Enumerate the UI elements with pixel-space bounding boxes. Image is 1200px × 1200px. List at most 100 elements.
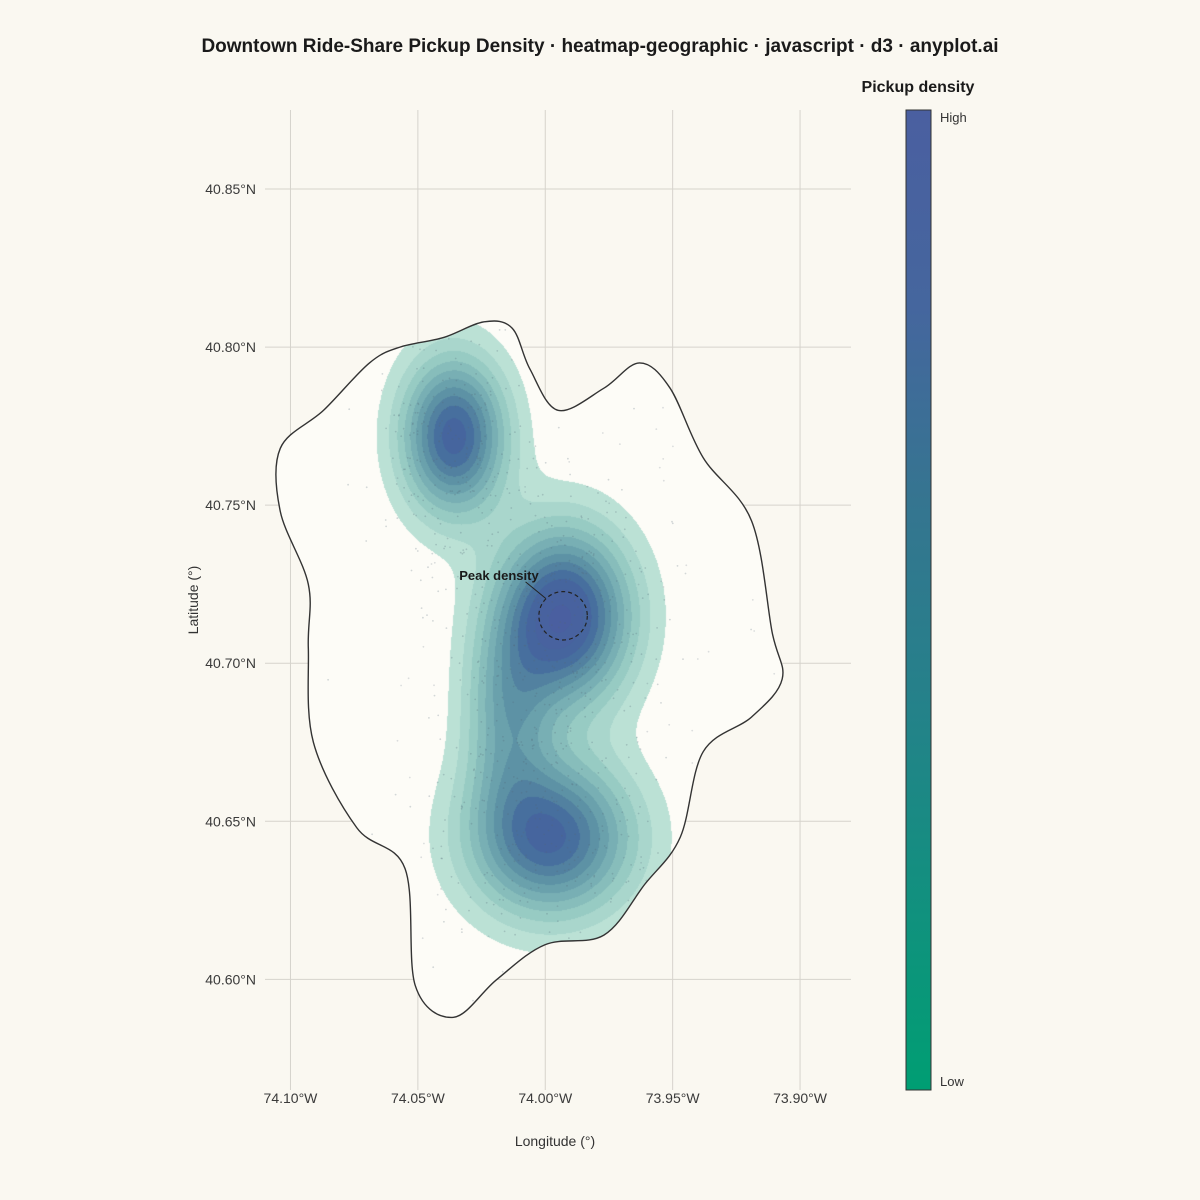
pickup-point [528,441,531,443]
pickup-point [620,641,623,644]
pickup-point [751,599,754,601]
pickup-point [478,343,481,346]
pickup-point [432,395,435,398]
pickup-point [421,380,424,383]
pickup-point [454,405,457,408]
pickup-point [365,540,368,542]
pickup-point [455,1019,457,1021]
pickup-point [593,533,596,536]
pickup-point [523,675,526,678]
pickup-point [628,794,631,797]
pickup-point [516,564,519,567]
pickup-point [594,848,597,851]
pickup-point [394,430,397,433]
legend-high-label: High [940,110,967,125]
pickup-point [645,932,647,934]
pickup-point [573,600,576,602]
pickup-point [497,472,500,475]
pickup-point [409,457,411,460]
pickup-point [543,703,546,706]
pickup-point [433,684,435,687]
pickup-point [536,581,539,584]
pickup-point [471,393,473,396]
pickup-point [808,247,810,249]
pickup-point [786,468,788,470]
pickup-point [578,567,580,570]
pickup-point [609,598,612,601]
pickup-point [577,848,579,850]
pickup-point [590,551,592,554]
pickup-point [524,491,527,493]
pickup-point [470,822,473,825]
pickup-point [409,473,412,475]
pickup-point [484,402,486,404]
pickup-point [574,676,577,678]
pickup-point [741,802,744,805]
pickup-point [568,937,570,940]
pickup-point [493,476,496,478]
x-tick-label: 74.10°W [264,1090,319,1106]
pickup-point [693,835,696,838]
pickup-point [501,749,503,752]
pickup-point [444,545,446,548]
pickup-point [543,516,546,519]
pickup-point [408,776,411,779]
pickup-point [486,776,488,779]
pickup-point [545,851,548,854]
pickup-point [625,609,628,611]
pickup-point [676,565,679,567]
pickup-point [623,709,626,712]
pickup-point [551,601,554,603]
pickup-point [487,539,490,542]
pickup-point [539,596,542,599]
pickup-point [592,562,594,565]
pickup-point [515,830,518,832]
pickup-point [646,730,649,733]
pickup-point [598,838,601,840]
pickup-point [562,748,565,750]
pickup-point [477,506,480,509]
pickup-point [485,487,488,490]
pickup-point [587,666,590,669]
pickup-point [491,376,494,379]
pickup-point [605,500,607,503]
pickup-point [396,739,399,742]
pickup-point [522,760,525,763]
pickup-point [613,642,616,644]
pickup-point [462,549,465,551]
pickup-point [525,762,528,765]
pickup-point [465,481,468,484]
pickup-point [481,680,484,682]
pickup-point [604,766,607,769]
pickup-point [640,653,643,656]
pickup-point [421,406,424,408]
pickup-point [591,852,594,854]
pickup-point [451,490,454,492]
legend-title: Pickup density [862,79,975,96]
pickup-point [712,889,714,892]
pickup-point [462,476,464,479]
pickup-point [447,337,450,340]
pickup-point [416,459,419,462]
pickup-point [582,572,585,575]
pickup-point [506,487,509,490]
pickup-point [466,310,468,312]
pickup-point [514,933,516,936]
pickup-point [474,698,477,701]
pickup-point [423,349,425,351]
pickup-point [510,507,513,509]
pickup-point [445,492,448,495]
pickup-point [450,777,453,780]
pickup-point [802,394,804,396]
pickup-point [509,433,511,436]
pickup-point [594,892,596,894]
pickup-point [571,783,574,786]
pickup-point [480,467,482,469]
pickup-point [520,741,523,743]
pickup-point [438,440,440,442]
pickup-point [527,580,530,583]
pickup-point [477,447,480,450]
pickup-point [516,741,519,744]
pickup-point [517,458,520,460]
pickup-point [530,962,532,965]
